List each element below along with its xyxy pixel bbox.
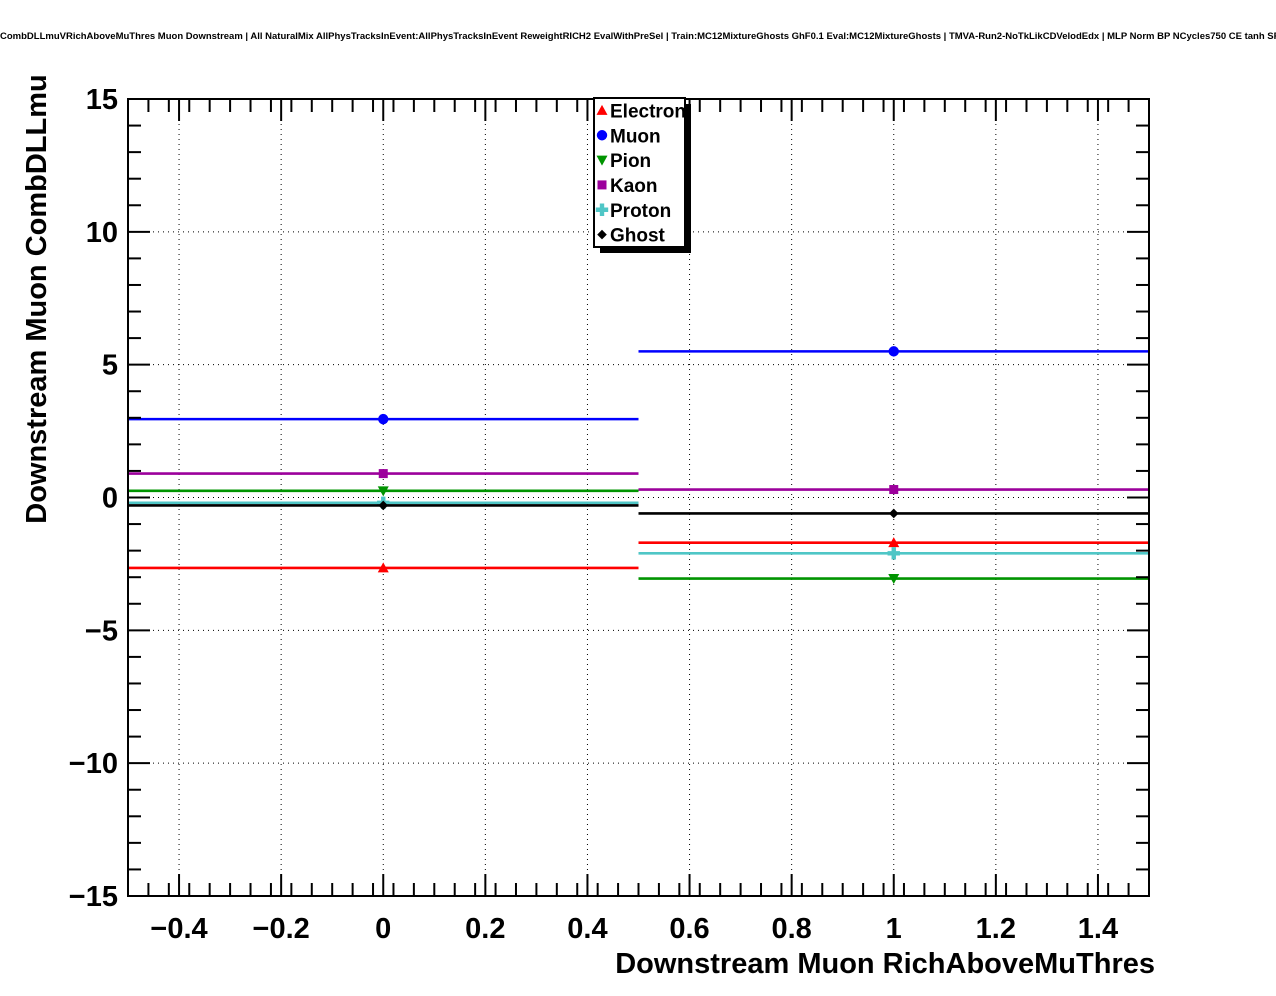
x-tick-label: 1.2 xyxy=(976,913,1016,945)
legend-label: Electron xyxy=(610,101,686,122)
kaon-legend-marker xyxy=(597,180,607,190)
y-tick-label: 0 xyxy=(102,483,118,515)
series-pion xyxy=(128,486,1149,585)
electron-legend-marker xyxy=(596,104,608,115)
x-tick-label: 0.2 xyxy=(465,913,505,945)
series-muon xyxy=(128,346,1149,425)
y-tick-label: 10 xyxy=(86,217,118,249)
x-tick-label: 1.4 xyxy=(1078,913,1118,945)
legend-entry-ghost: Ghost xyxy=(597,226,666,247)
x-tick-label: 0 xyxy=(375,913,391,945)
electron-marker xyxy=(888,537,900,548)
muon-marker xyxy=(378,413,389,425)
ghost-marker xyxy=(378,500,389,511)
legend-label: Kaon xyxy=(610,176,658,197)
legend-entry-kaon: Kaon xyxy=(597,176,658,197)
series-kaon xyxy=(128,469,1149,495)
x-tick-label: 0.8 xyxy=(771,913,811,945)
pion-marker xyxy=(377,486,389,497)
ghost-marker xyxy=(888,508,899,519)
legend-entry-muon: Muon xyxy=(596,126,661,147)
series-ghost xyxy=(128,500,1149,519)
x-axis-title: Downstream Muon RichAboveMuThres xyxy=(615,948,1155,980)
series-electron xyxy=(128,537,1149,573)
y-tick-label: 15 xyxy=(86,84,118,116)
x-tick-label: −0.2 xyxy=(253,913,310,945)
gridlines xyxy=(128,99,1149,896)
pion-legend-marker xyxy=(596,155,608,166)
y-axis-title: Downstream Muon CombDLLmu xyxy=(21,74,53,524)
proton-marker xyxy=(887,547,900,560)
y-tick-label: 5 xyxy=(102,350,118,382)
chart-render-layer: −0.4 −0.2 0 0.2 0.4 0.6 0.8 1 1.2 1.4 −15 −10 −5 0 5 10… xyxy=(69,84,1150,945)
kaon-marker xyxy=(378,469,388,479)
legend-entry-pion: Pion xyxy=(596,151,651,172)
y-tick-label: −15 xyxy=(69,881,118,913)
proton-legend-marker xyxy=(595,203,609,216)
x-tick-label: 0.4 xyxy=(567,913,607,945)
x-tick-label: 0.6 xyxy=(669,913,709,945)
muon-legend-marker xyxy=(596,130,608,141)
y-tick-label: −10 xyxy=(69,748,118,780)
plot-title: CombDLLmuVRichAboveMuThres Muon Downstre… xyxy=(0,31,1276,42)
x-tick-label: −0.4 xyxy=(150,913,207,945)
x-tick-label: 1 xyxy=(886,913,902,945)
axis-ticks xyxy=(128,99,1149,896)
legend-label: Proton xyxy=(610,201,671,222)
legend-box xyxy=(593,97,686,248)
legend-entry-electron: Electron xyxy=(596,101,686,122)
y-tick-label: −5 xyxy=(85,615,118,647)
tick-labels: −0.4 −0.2 0 0.2 0.4 0.6 0.8 1 1.2 1.4 −15 −10 −5 0 5 10… xyxy=(69,84,1118,945)
electron-marker xyxy=(377,562,389,573)
kaon-marker xyxy=(889,485,899,495)
legend-label: Muon xyxy=(610,126,661,147)
ghost-legend-marker xyxy=(597,229,607,240)
pion-marker xyxy=(888,574,900,585)
legend-label: Ghost xyxy=(610,226,666,247)
legend-entry-proton: Proton xyxy=(595,201,671,222)
legend: Electron Muon Pion Kaon Proton Ghost xyxy=(593,97,691,253)
legend-label: Pion xyxy=(610,151,651,172)
muon-marker xyxy=(888,346,899,357)
